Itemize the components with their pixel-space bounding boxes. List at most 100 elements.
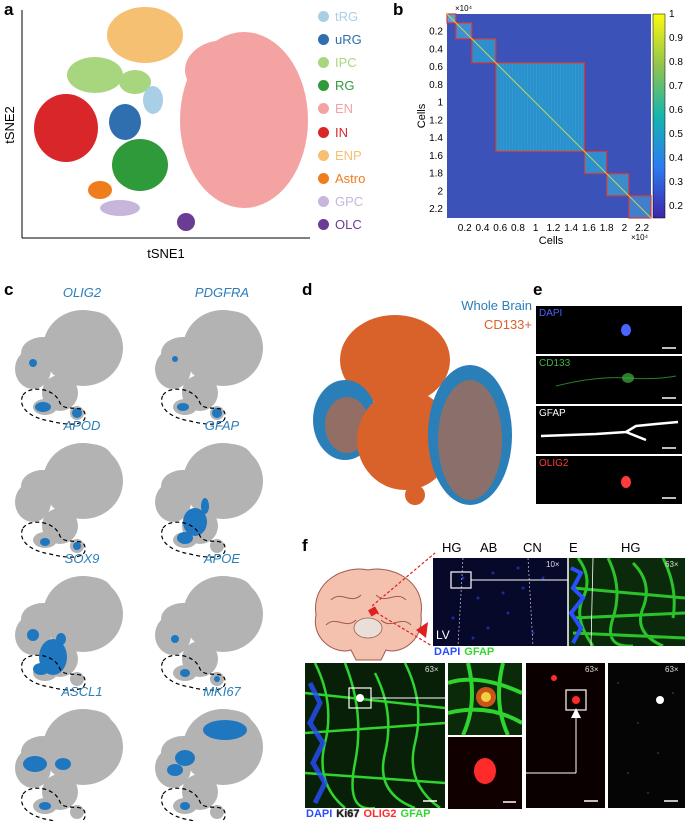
heatmap-xtick: 2.2 xyxy=(635,223,649,234)
stain-label-gfap: GFAP xyxy=(400,808,431,820)
heatmap-y-exponent: ×10⁴ xyxy=(455,4,473,13)
f-zoom-olig2-svg xyxy=(448,737,522,809)
heatmap-xtick: 0.2 xyxy=(458,223,472,234)
panel-e-channel-label: DAPI xyxy=(539,308,563,319)
panel-e-channel-label: CD133 xyxy=(539,358,571,369)
panel-e-olig2-micrograph: OLIG2 xyxy=(536,456,682,504)
f-zoom-merge xyxy=(448,663,522,735)
heatmap-ytick: 1.6 xyxy=(429,151,443,162)
legend-a-item-urg: uRG xyxy=(318,29,362,49)
heatmap-xtick: 0.8 xyxy=(511,223,525,234)
heatmap-xtick: 0.6 xyxy=(493,223,507,234)
heatmap-ytick: 0.2 xyxy=(429,27,443,38)
f-olig2-channel: 63× xyxy=(526,663,605,808)
gene-tsne-apod xyxy=(15,443,123,558)
panel-a-ylabel: tSNE2 xyxy=(2,106,17,144)
heatmap-ytick: 1.2 xyxy=(429,115,443,126)
cluster-in xyxy=(34,94,98,162)
legend-swatch xyxy=(318,10,329,22)
legend-d-item-0: Whole Brain xyxy=(461,298,532,313)
f-ki67-channel: 63× xyxy=(608,663,685,808)
stain-label-gfap: GFAP xyxy=(464,646,495,658)
cluster-urg xyxy=(109,104,141,140)
panel-d-legend: Whole Brain CD133+ xyxy=(428,296,532,334)
brain-pointer-lines xyxy=(371,552,436,647)
legend-a-item-en: EN xyxy=(318,99,353,119)
f-lv-label: LV xyxy=(436,628,450,642)
gene-label-sox9: SOX9 xyxy=(64,551,100,566)
heatmap-xlabel: Cells xyxy=(539,235,564,247)
panel-e-channel-label: GFAP xyxy=(539,408,566,419)
heatmap-ytick: 0.4 xyxy=(429,44,443,55)
colorbar xyxy=(652,13,666,219)
panel-e-dapi-micrograph: DAPI xyxy=(536,306,682,354)
panel-e-gfap-micrograph: GFAP xyxy=(536,406,682,454)
f-region-0: HG xyxy=(442,540,462,555)
legend-label: IN xyxy=(335,124,348,140)
d-cluster-top xyxy=(340,315,450,405)
legend-swatch xyxy=(318,149,329,161)
heatmap-diagonal xyxy=(446,13,652,219)
cluster-enp xyxy=(107,7,183,63)
cluster-ipc xyxy=(67,57,123,93)
legend-label: tRG xyxy=(335,8,359,24)
d-cluster-mid xyxy=(357,390,453,490)
gene-label-pdgfra: PDGFRA xyxy=(194,285,250,300)
heatmap-ytick: 0.6 xyxy=(429,62,443,73)
gene-label-ascl1: ASCL1 xyxy=(61,684,103,699)
gene-tsne-olig2 xyxy=(15,310,123,425)
panel-label-a: a xyxy=(4,0,14,19)
panel-a-xlabel: tSNE1 xyxy=(147,246,185,261)
colorbar-tick: 0.8 xyxy=(669,57,683,68)
brain-folds xyxy=(325,594,412,626)
stain-label-olig2: OLIG2 xyxy=(363,808,397,820)
f-top-micrograph: 10× 63× LV xyxy=(433,558,685,646)
d-cluster-bottom xyxy=(405,485,425,505)
legend-swatch xyxy=(318,80,329,92)
heatmap-xtick: 0.4 xyxy=(476,223,490,234)
f-top-mag-63x: 63× xyxy=(665,560,679,569)
gene-tsne-mki67 xyxy=(155,709,263,824)
brain-schematic xyxy=(306,560,431,665)
f-top-mag-10x: 10× xyxy=(546,560,560,569)
arrowhead xyxy=(416,622,428,638)
panel-e-cd133-micrograph: CD133 xyxy=(536,356,682,404)
cluster-trg xyxy=(143,86,163,114)
panel-label-f: f xyxy=(302,536,308,555)
legend-swatch xyxy=(318,103,329,115)
heatmap-xtick: 1.4 xyxy=(564,223,578,234)
gene-label-gfap: GFAP xyxy=(204,418,240,433)
panel-e-channel-label: OLIG2 xyxy=(539,458,569,469)
f-stain-top-legend: DAPI GFAP xyxy=(434,646,498,658)
legend-label: RG xyxy=(335,78,355,94)
heatmap-xtick: 1.2 xyxy=(546,223,560,234)
legend-label: GPC xyxy=(335,194,364,210)
panel-label-b: b xyxy=(393,0,404,19)
f-zoom-olig2 xyxy=(448,737,522,809)
f-zoom-merge-svg xyxy=(448,663,522,735)
legend-a-item-rg: RG xyxy=(318,76,355,96)
panel-c-svg xyxy=(15,310,263,824)
cluster-gpc xyxy=(100,200,140,216)
f-bottom-main-mag: 63× xyxy=(425,665,439,674)
colorbar-tick: 0.3 xyxy=(669,177,683,188)
legend-label: IPC xyxy=(335,54,357,70)
legend-a-item-ipc: IPC xyxy=(318,52,357,72)
gene-tsne-ascl1 xyxy=(15,709,123,824)
legend-swatch xyxy=(318,219,329,231)
gene-label-apod: APOD xyxy=(63,418,101,433)
panel-d-svg xyxy=(313,315,512,505)
heatmap-ytick: 1 xyxy=(437,98,443,109)
f-region-3: E xyxy=(569,540,578,555)
d-cluster-right-orange xyxy=(438,380,502,500)
f-region-1: AB xyxy=(480,540,498,555)
legend-label: ENP xyxy=(335,147,362,163)
f-ki67-mag: 63× xyxy=(665,665,679,674)
heatmap-xtick: 2 xyxy=(622,223,628,234)
legend-swatch xyxy=(318,196,329,208)
legend-swatch xyxy=(318,126,329,138)
cluster-astro xyxy=(88,181,112,199)
legend-swatch xyxy=(318,172,329,184)
legend-swatch xyxy=(318,33,329,45)
legend-label: Astro xyxy=(335,170,366,186)
